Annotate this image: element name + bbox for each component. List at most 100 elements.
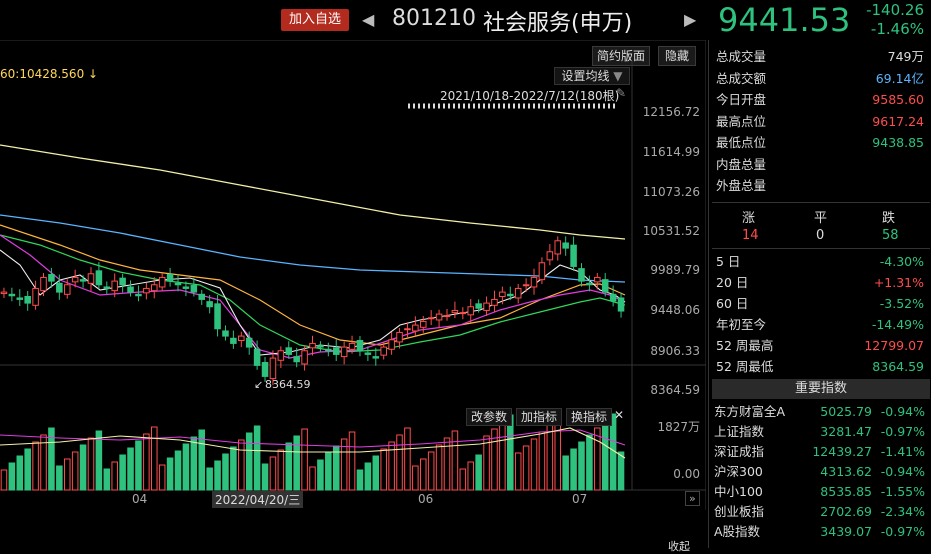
chevron-down-icon: ▼ [613, 69, 623, 83]
volume-bar [190, 436, 198, 491]
candle-body [546, 251, 554, 261]
candle-body [609, 293, 617, 302]
pin-icon[interactable]: ✎ [616, 86, 627, 100]
ma-settings-dropdown[interactable]: 设置均线 ▼ [554, 67, 630, 85]
index-price: 12439.27 [812, 444, 872, 459]
quote-value: 69.14亿 [875, 70, 924, 86]
index-row[interactable]: 中小100 8535.85 -1.55% [712, 482, 928, 502]
volume-bars [0, 413, 625, 491]
params-button[interactable]: 改参数 [466, 408, 512, 426]
candle-body [285, 347, 293, 355]
volume-ma-line [0, 429, 626, 448]
candle-body [174, 282, 182, 286]
price-tick: 11073.26 [642, 185, 700, 199]
volume-bar [507, 414, 514, 491]
divider [712, 248, 930, 249]
volume-bar [277, 449, 285, 491]
index-price: 5025.79 [820, 404, 872, 419]
hide-button[interactable]: 隐藏 [658, 46, 696, 66]
volume-bar [103, 468, 111, 491]
price-change-pct: -1.46% [870, 20, 924, 38]
volume-bar [396, 434, 403, 491]
add-indicator-button[interactable]: 加指标 [516, 408, 562, 426]
period-row: 60 日 -3.52% [716, 293, 926, 314]
quote-row: 外盘总量 [716, 175, 926, 196]
index-name: A股指数 [714, 524, 761, 539]
candle-body [491, 298, 498, 306]
candle-body [230, 337, 237, 344]
index-name: 东方财富全A [714, 404, 786, 419]
index-row[interactable]: 沪深300 4313.62 -0.94% [712, 462, 928, 482]
volume-bar [570, 448, 577, 491]
volume-bar [151, 426, 158, 491]
period-row: 5 日 -4.30% [716, 251, 926, 272]
candle-body [459, 312, 467, 315]
candle-body [48, 274, 55, 282]
index-row[interactable]: 创业板指 2702.69 -2.34% [712, 502, 928, 522]
index-row[interactable]: 东方财富全A 5025.79 -0.94% [712, 402, 928, 422]
volume-bar [538, 431, 546, 491]
ma60-line [0, 214, 626, 283]
candle-body [95, 270, 103, 286]
candle-body [325, 348, 332, 352]
volume-bar [71, 451, 79, 491]
candle-body [427, 317, 435, 320]
next-arrow-icon[interactable]: ▶ [684, 10, 697, 29]
candle-body [586, 282, 593, 286]
volume-bar [214, 460, 221, 491]
volume-bar [182, 443, 190, 491]
index-row[interactable]: 深证成指 12439.27 -1.41% [712, 442, 928, 462]
period-label: 20 日 [716, 275, 749, 290]
price-tick: 8364.59 [650, 383, 700, 397]
candle-body [301, 350, 308, 365]
period-value: -4.30% [879, 254, 924, 269]
simple-layout-button[interactable]: 简约版面 [592, 46, 650, 66]
volume-bar [16, 455, 24, 491]
volume-bar [522, 445, 530, 491]
quote-row: 今日开盘 9585.60 [716, 89, 926, 110]
time-tick-apr: 04 [132, 492, 148, 506]
index-pct: -0.94% [880, 464, 925, 479]
add-to-watchlist-button[interactable]: 加入自选 [281, 9, 349, 31]
collapse-button[interactable]: 收起 [668, 540, 690, 553]
index-pct: -0.97% [880, 424, 925, 439]
volume-ma2-line [0, 427, 626, 459]
candle-body [570, 244, 577, 267]
index-name: 上证指数 [714, 424, 765, 439]
candle-body [277, 350, 285, 361]
volume-bar [554, 417, 562, 491]
switch-indicator-button[interactable]: 换指标 [566, 408, 612, 426]
candlestick-chart[interactable]: ↙ [0, 40, 706, 510]
period-row: 52 周最低 8364.59 [716, 356, 926, 377]
ma120-line [0, 144, 626, 240]
volume-tick: 0.00 [673, 467, 700, 481]
volume-bar [48, 427, 55, 491]
candle-body [151, 284, 158, 292]
volume-bar [451, 430, 459, 491]
volume-bar [594, 427, 601, 491]
index-row[interactable]: A股指数 3439.07 -0.97% [712, 522, 928, 542]
period-label: 5 日 [716, 254, 741, 269]
indices-title: 重要指数 [712, 379, 930, 399]
candle-body [103, 286, 111, 289]
quote-row: 最高点位 9617.24 [716, 111, 926, 132]
volume-bar [95, 430, 103, 491]
candle-body [507, 293, 514, 297]
index-name: 深证成指 [714, 444, 765, 459]
period-label: 52 周最高 [716, 338, 774, 353]
quote-label: 今日开盘 [716, 92, 767, 107]
close-icon[interactable]: ✕ [614, 408, 625, 422]
volume-bar [332, 445, 340, 491]
scroll-right-icon[interactable]: » [685, 491, 700, 506]
volume-bar [174, 450, 182, 491]
candle-body [451, 309, 459, 314]
index-pct: -2.34% [880, 504, 925, 519]
index-row[interactable]: 上证指数 3281.47 -0.97% [712, 422, 928, 442]
quote-label: 外盘总量 [716, 178, 767, 193]
candle-body [24, 296, 31, 304]
candle-body [309, 342, 316, 349]
volume-bar [427, 451, 435, 491]
prev-arrow-icon[interactable]: ◀ [362, 10, 375, 29]
candle-body [190, 285, 198, 293]
divider [712, 202, 930, 203]
